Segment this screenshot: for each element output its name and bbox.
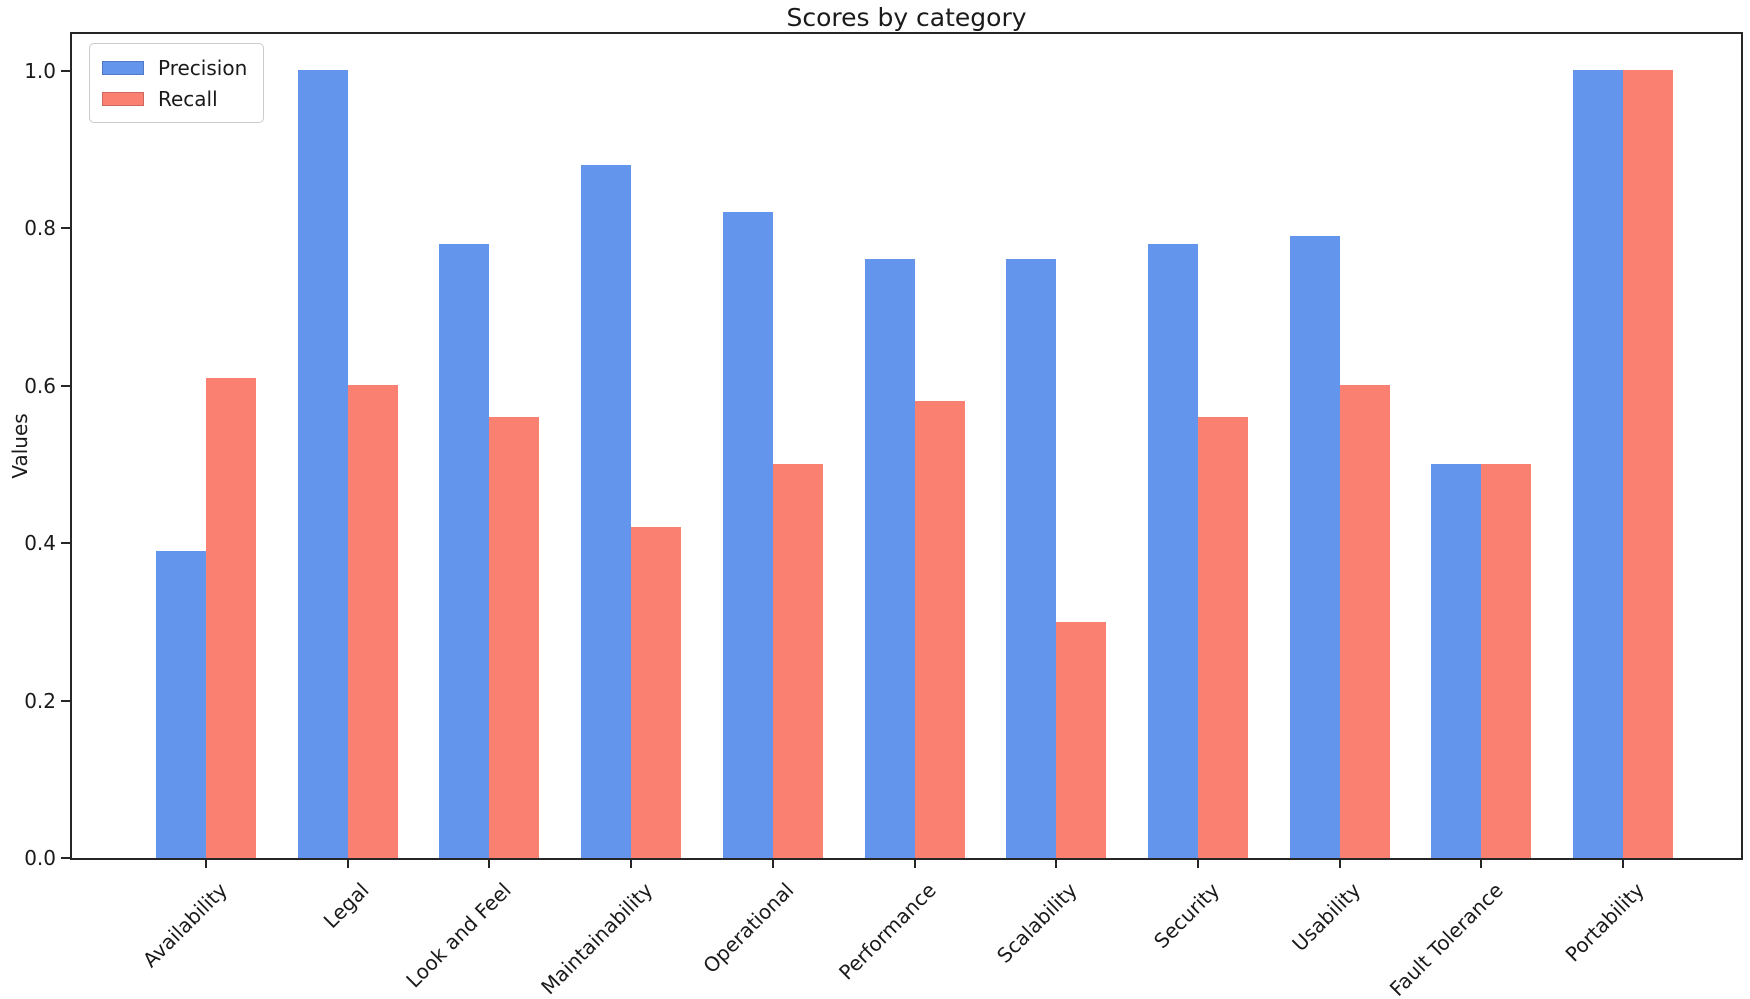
y-tick-label-0.8: 0.8 xyxy=(24,216,56,240)
bar-recall-legal xyxy=(348,385,398,858)
x-tick-mark xyxy=(1338,860,1341,868)
x-tick-mark xyxy=(1480,860,1483,868)
x-tick-label-operational: Operational xyxy=(698,878,799,978)
bar-recall-security xyxy=(1198,417,1248,858)
bar-precision-maintainability xyxy=(581,165,631,858)
bar-precision-security xyxy=(1148,244,1198,858)
x-tick-label-usability: Usability xyxy=(1287,878,1366,957)
legend-recall-swatch-icon xyxy=(102,91,144,106)
bar-recall-portability xyxy=(1623,70,1673,858)
bar-precision-usability xyxy=(1290,236,1340,858)
chart-title: Scores by category xyxy=(786,3,1027,32)
y-tick-mark xyxy=(61,227,70,229)
y-tick-mark xyxy=(61,699,70,702)
bar-recall-operational xyxy=(773,464,823,858)
x-tick-label-legal: Legal xyxy=(318,878,374,933)
x-tick-mark xyxy=(1055,860,1058,868)
bar-recall-performance xyxy=(915,401,965,858)
legend-precision-label: Precision xyxy=(158,55,248,80)
x-tick-label-security: Security xyxy=(1148,878,1224,954)
x-tick-label-maintainability: Maintainability xyxy=(535,878,658,999)
y-tick-label-0.2: 0.2 xyxy=(24,688,56,713)
x-tick-mark xyxy=(1622,860,1624,868)
bar-precision-look-and-feel xyxy=(439,244,489,858)
x-tick-mark xyxy=(346,860,349,868)
y-tick-mark xyxy=(61,69,70,72)
x-tick-mark xyxy=(1196,860,1199,868)
x-tick-label-availability: Availability xyxy=(137,878,232,973)
bar-precision-availability xyxy=(156,551,206,858)
legend-item-precision: Precision xyxy=(102,52,247,83)
bar-recall-usability xyxy=(1340,385,1390,858)
bar-recall-fault-tolerance xyxy=(1481,464,1531,858)
x-tick-mark xyxy=(205,860,207,868)
bar-precision-portability xyxy=(1573,70,1623,858)
bar-precision-fault-tolerance xyxy=(1431,464,1481,858)
legend-precision-swatch-icon xyxy=(102,60,144,75)
bar-recall-look-and-feel xyxy=(489,417,539,858)
bar-precision-legal xyxy=(298,70,348,858)
y-axis-label: Values xyxy=(8,413,32,479)
x-tick-label-scalability: Scalability xyxy=(992,878,1083,968)
y-tick-mark xyxy=(61,542,70,544)
bar-precision-operational xyxy=(723,212,773,858)
bar-recall-availability xyxy=(206,378,256,858)
bar-precision-performance xyxy=(865,259,915,858)
x-tick-label-look-and-feel: Look and Feel xyxy=(400,878,516,993)
y-tick-label-0.6: 0.6 xyxy=(24,373,56,398)
y-tick-label-0.4: 0.4 xyxy=(24,531,56,555)
x-tick-mark xyxy=(771,860,774,868)
legend-recall-label: Recall xyxy=(158,86,218,111)
bar-recall-scalability xyxy=(1056,622,1106,858)
x-tick-label-fault-tolerance: Fault Tolerance xyxy=(1384,878,1508,999)
legend: Precision Recall xyxy=(89,43,265,123)
plot-area xyxy=(70,32,1743,860)
bar-recall-maintainability xyxy=(631,527,681,858)
x-tick-mark xyxy=(488,860,491,868)
bar-precision-scalability xyxy=(1006,259,1056,858)
legend-item-recall: Recall xyxy=(102,83,247,114)
y-tick-label-0.0: 0.0 xyxy=(24,846,56,870)
x-tick-label-portability: Portability xyxy=(1560,878,1649,967)
x-tick-mark xyxy=(630,860,633,868)
y-tick-mark xyxy=(61,384,70,387)
x-tick-label-performance: Performance xyxy=(833,878,941,985)
x-tick-mark xyxy=(913,860,916,868)
y-tick-label-1.0: 1.0 xyxy=(24,58,56,83)
y-tick-mark xyxy=(61,857,70,859)
